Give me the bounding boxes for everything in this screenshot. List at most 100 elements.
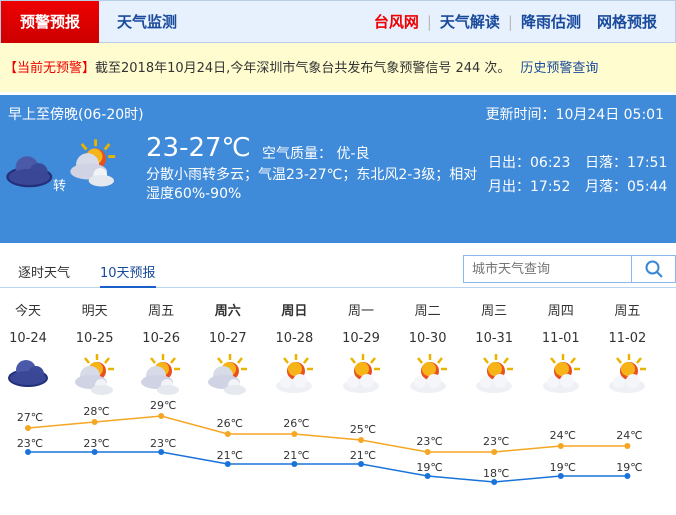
date-label: 10-29 (342, 331, 380, 346)
high-temp-label: 28℃ (83, 405, 109, 418)
high-temp-point (358, 437, 364, 443)
high-temp-label: 23℃ (483, 435, 509, 448)
divider: | (426, 13, 432, 31)
low-temp-label: 21℃ (217, 449, 243, 462)
sun-cloud-icon (406, 352, 450, 400)
sun-cloud-icon (605, 352, 649, 400)
date-label: 10-30 (408, 331, 447, 346)
low-temp-point (557, 473, 564, 479)
high-temp-point (624, 443, 631, 449)
moonrise: 月出：17:52 (488, 179, 571, 195)
low-temp-point (358, 461, 364, 467)
date-label: 10-25 (75, 331, 114, 346)
link-typhoon[interactable]: 台风网 (373, 13, 419, 31)
low-temp-point (91, 449, 98, 455)
top-nav: 预警预报 天气监测 台风网 | 天气解读 | 降雨估测 网格预报 (0, 0, 676, 44)
high-temp-point (291, 431, 298, 437)
sun-cloud-icon (472, 352, 516, 400)
sunset: 日落：17:51 (585, 155, 668, 171)
air-quality: 空气质量： 优-良 (262, 146, 370, 162)
link-weather-interpret[interactable]: 天气解读 (439, 13, 500, 31)
day-label: 周一 (347, 304, 374, 319)
search-button[interactable] (632, 256, 675, 282)
tab-warning-forecast[interactable]: 预警预报 (1, 1, 99, 44)
sun-cloud-icon (272, 352, 316, 400)
moonset: 月落：05:44 (585, 179, 668, 195)
forecast-day: 周一 10-29 (328, 300, 394, 400)
high-temp-label: 26℃ (217, 417, 243, 430)
low-temp-label: 19℃ (616, 461, 642, 474)
tab-ten-day[interactable]: 10天预报 (100, 262, 156, 288)
high-temp-label: 24℃ (616, 429, 642, 442)
alert-bar: 【当前无预警】截至2018年10月24日,今年深圳市气象台共发布气象预警信号 2… (0, 43, 676, 92)
high-temp-label: 25℃ (350, 423, 376, 436)
high-temp-point (424, 449, 431, 455)
day-label: 周五 (614, 304, 641, 319)
partly-cloudy-icon (68, 137, 119, 192)
forecast-day: 周二 10-30 (395, 300, 461, 400)
period: 早上至傍晚(06-20时) (8, 107, 144, 123)
sun-cloud-icon (539, 352, 583, 400)
day-label: 周三 (481, 304, 508, 319)
high-temp-label: 27℃ (17, 411, 43, 424)
day-label: 周二 (414, 304, 441, 319)
alert-text: 截至2018年10月24日,今年深圳市气象台共发布气象预警信号 244 次。 (95, 61, 511, 76)
low-temp-point (291, 461, 298, 467)
partly-cloudy-icon (73, 352, 117, 400)
forecast-day: 周四 11-01 (528, 300, 594, 400)
city-search (463, 255, 676, 283)
low-temp-label: 21℃ (283, 449, 309, 462)
day-label: 明天 (81, 304, 108, 319)
forecast-day: 周三 10-31 (461, 300, 527, 400)
history-warning-link[interactable]: 历史预警查询 (520, 61, 599, 76)
day-label: 今天 (14, 304, 41, 319)
day-label: 周四 (547, 304, 574, 319)
forecast-tabs: 逐时天气 10天预报 (0, 258, 676, 288)
dark-cloud-icon (6, 352, 50, 400)
low-temp-label: 19℃ (416, 461, 442, 474)
high-temp-label: 23℃ (416, 435, 442, 448)
day-label: 周五 (148, 304, 175, 319)
city-search-input[interactable] (464, 256, 632, 282)
low-temp-label: 23℃ (150, 437, 176, 450)
high-temp-point (25, 425, 31, 431)
partly-cloudy-icon (206, 352, 250, 400)
forecast-day: 周六 10-27 (195, 300, 261, 400)
link-grid-forecast[interactable]: 网格预报 (596, 13, 657, 31)
tab-hourly[interactable]: 逐时天气 (18, 266, 71, 281)
low-temp-label: 23℃ (83, 437, 109, 450)
date-label: 10-27 (208, 331, 247, 346)
date-label: 10-28 (275, 331, 314, 346)
transition-label: 转 (53, 179, 67, 194)
high-temp-label: 26℃ (283, 417, 309, 430)
sunrise: 日出：06:23 (488, 155, 571, 171)
divider: | (507, 13, 513, 31)
date-label: 11-02 (608, 331, 647, 346)
low-temp-label: 23℃ (17, 437, 43, 450)
low-temp-label: 18℃ (483, 467, 509, 480)
low-temp-line (28, 451, 628, 483)
date-label: 10-26 (142, 331, 181, 346)
weather-desc: 分散小雨转多云；气温23-27℃；东北风2-3级；相对湿度60%-90% (146, 167, 478, 202)
temp-range: 23-27℃ (146, 133, 251, 163)
link-rain-estimate[interactable]: 降雨估测 (520, 13, 581, 31)
date-label: 11-01 (541, 331, 580, 346)
high-temp-line (27, 415, 628, 453)
partly-cloudy-icon (139, 352, 183, 400)
high-temp-point (224, 431, 231, 437)
forecast-day: 周五 11-02 (594, 300, 660, 400)
sun-cloud-icon (339, 352, 383, 400)
forecast-day: 周日 10-28 (261, 300, 327, 400)
low-temp-point (224, 461, 231, 467)
tab-weather-monitor[interactable]: 天气监测 (117, 13, 178, 31)
forecast-day: 周五 10-26 (128, 300, 194, 400)
date-label: 10-24 (9, 331, 47, 346)
dark-cloud-icon (4, 147, 55, 202)
alert-status: 【当前无预警】 (4, 61, 96, 76)
forecast-day: 今天 10-24 (0, 300, 61, 400)
high-temp-point (557, 443, 564, 449)
search-icon (645, 260, 663, 278)
low-temp-label: 21℃ (350, 449, 376, 462)
low-temp-label: 19℃ (550, 461, 576, 474)
high-temp-label: 29℃ (150, 399, 176, 412)
